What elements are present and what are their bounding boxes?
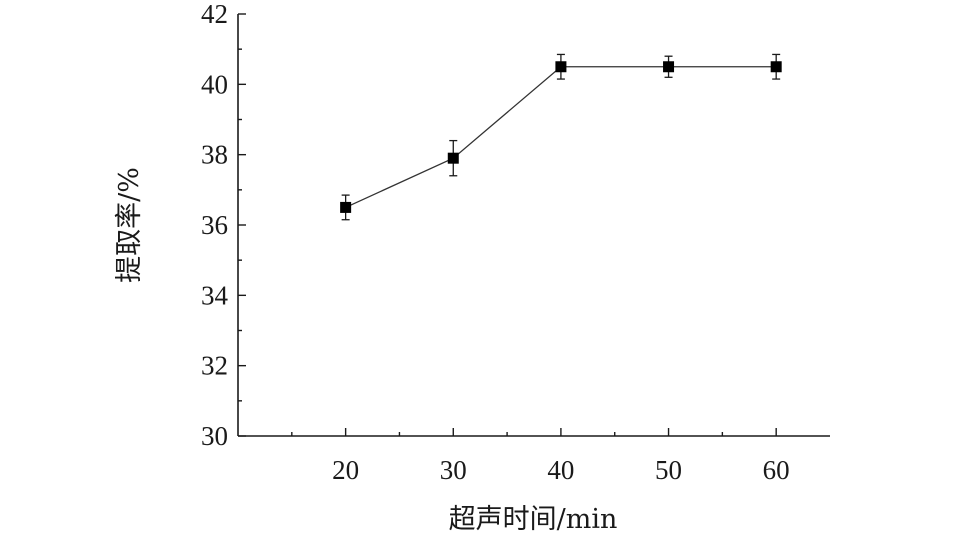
y-tick-label: 38 [201,140,228,170]
x-tick-label: 60 [763,455,790,485]
data-point [555,61,567,73]
series-layer [340,53,782,221]
x-tick-label: 40 [547,455,574,485]
x-tick-label: 50 [655,455,682,485]
y-tick-label: 36 [201,210,228,240]
x-tick-label: 30 [440,455,467,485]
data-point [340,201,352,213]
y-tick-label: 34 [201,280,229,310]
data-point [770,61,782,73]
y-tick-label: 30 [201,421,228,451]
y-tick-label: 40 [201,69,228,99]
x-tick-label: 20 [332,455,359,485]
y-axis-title: 提取率/% [114,167,145,283]
y-tick-label: 32 [201,351,228,381]
data-point [447,152,459,164]
axes [237,14,830,437]
data-point [663,61,675,73]
tick-labels: 30 32 34 36 38 40 42 20 30 40 50 60 [201,0,790,485]
x-axis-title: 超声时间/min [449,504,618,535]
series-line [345,66,777,209]
ticks [238,13,777,437]
y-tick-label: 42 [201,0,228,29]
